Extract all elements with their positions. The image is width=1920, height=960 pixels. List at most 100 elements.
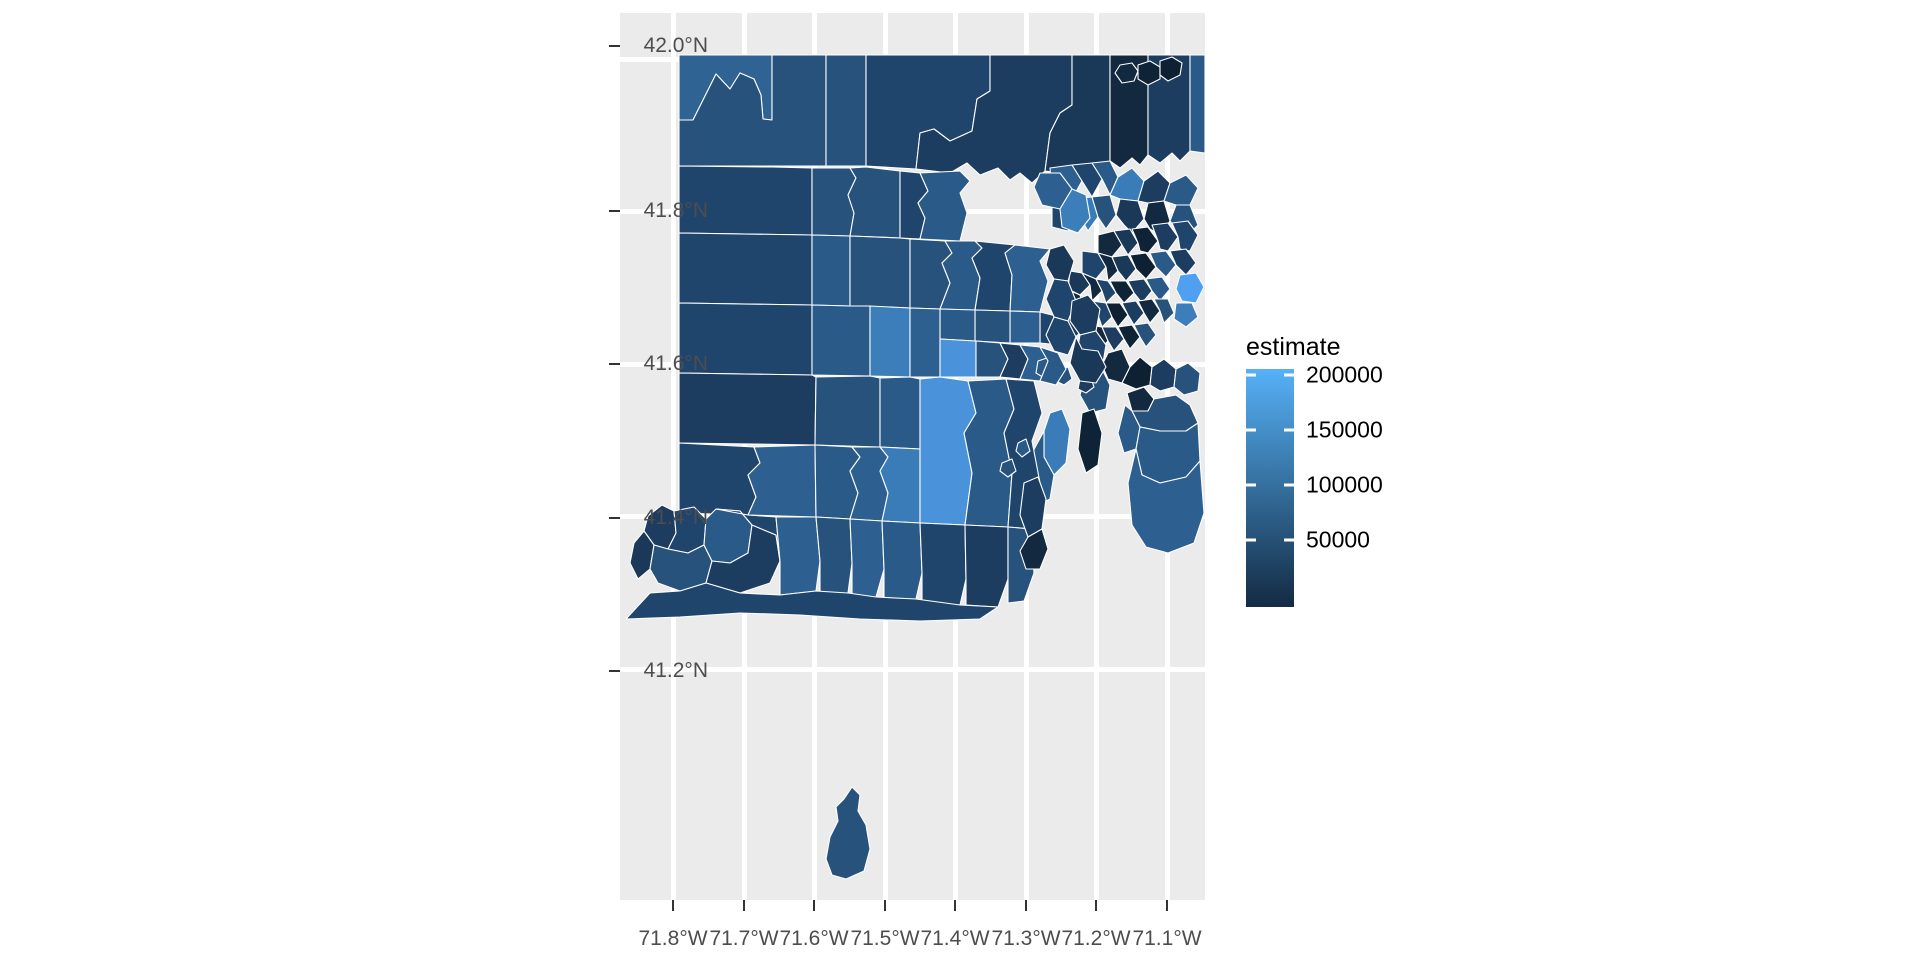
tract-polygon bbox=[1015, 438, 1031, 458]
tract-polygon bbox=[814, 375, 881, 448]
tract-polygon bbox=[1137, 298, 1161, 324]
x-axis-tick-label: 71.2°W bbox=[1061, 927, 1131, 950]
tract-polygon bbox=[1149, 250, 1177, 278]
tract-polygon bbox=[678, 372, 817, 446]
legend-tick-mark bbox=[1284, 373, 1294, 377]
y-axis-tick-mark bbox=[609, 670, 620, 672]
tract-polygon bbox=[811, 167, 857, 237]
tract-polygon bbox=[678, 442, 761, 516]
tract-polygon bbox=[678, 54, 827, 167]
x-axis-tick-mark bbox=[1095, 900, 1097, 911]
tract-polygon bbox=[1159, 56, 1183, 82]
tract-polygon bbox=[1153, 298, 1175, 324]
map-panel bbox=[620, 13, 1205, 900]
legend-tick-mark bbox=[1246, 538, 1256, 542]
legend-tick-mark bbox=[1246, 373, 1256, 377]
tract-polygon bbox=[1101, 326, 1125, 352]
choropleth-layer bbox=[625, 54, 1205, 880]
tract-polygon bbox=[625, 582, 999, 622]
tract-polygon bbox=[1173, 302, 1199, 328]
tract-polygon bbox=[1105, 302, 1129, 328]
tract-polygon bbox=[974, 309, 1011, 344]
tract-polygon bbox=[1019, 528, 1049, 570]
x-axis-tick-label: 71.1°W bbox=[1132, 927, 1202, 950]
y-axis-tick-mark bbox=[609, 517, 620, 519]
tract-polygon bbox=[811, 304, 871, 377]
tract-polygon bbox=[1097, 230, 1123, 258]
x-axis-tick-mark bbox=[1025, 900, 1027, 911]
tract-polygon bbox=[1091, 194, 1117, 230]
tract-polygon bbox=[1189, 54, 1205, 154]
x-axis-tick-label: 71.3°W bbox=[991, 927, 1061, 950]
y-axis-tick-mark bbox=[609, 45, 620, 47]
tract-polygon bbox=[1113, 228, 1139, 256]
legend-tick-label: 200000 bbox=[1306, 361, 1383, 388]
tract-polygon bbox=[1059, 188, 1091, 234]
tract-polygon bbox=[1169, 248, 1197, 276]
tract-polygon bbox=[1137, 60, 1161, 86]
tract-polygon bbox=[879, 376, 921, 450]
legend-colorbar-wrap: 200000 150000 100000 50000 bbox=[1246, 362, 1383, 607]
tract-polygon bbox=[849, 518, 885, 598]
y-axis-tick-label: 41.6°N bbox=[643, 352, 708, 375]
tract-polygon bbox=[1045, 316, 1077, 356]
legend-tick-mark bbox=[1246, 483, 1256, 487]
y-axis-tick-label: 41.2°N bbox=[643, 659, 708, 682]
x-axis-tick-mark bbox=[743, 900, 745, 911]
tract-polygon bbox=[1149, 358, 1177, 392]
tract-polygon bbox=[747, 444, 817, 518]
tract-polygon bbox=[869, 305, 911, 378]
legend-tick-label: 100000 bbox=[1306, 471, 1383, 498]
tract-polygon bbox=[917, 170, 971, 242]
legend-tick-mark bbox=[1284, 483, 1294, 487]
tract-polygon bbox=[939, 338, 977, 378]
tract-polygon bbox=[1069, 336, 1107, 384]
y-axis-tick-label: 41.4°N bbox=[643, 506, 708, 529]
tract-polygon bbox=[1009, 310, 1041, 344]
tract-polygon bbox=[1133, 322, 1157, 348]
x-axis-tick-label: 71.5°W bbox=[850, 927, 920, 950]
tract-polygon bbox=[847, 166, 901, 239]
gridline-vertical bbox=[671, 13, 676, 900]
tract-polygon bbox=[1171, 220, 1199, 252]
tract-polygon bbox=[849, 235, 911, 309]
tract-polygon bbox=[1039, 346, 1067, 386]
y-axis-tick-label: 41.8°N bbox=[643, 199, 708, 222]
tract-polygon bbox=[678, 232, 813, 306]
tract-polygon bbox=[909, 307, 941, 378]
tract-polygon bbox=[1117, 324, 1141, 350]
tract-polygon bbox=[1095, 278, 1117, 304]
x-axis-tick-label: 71.4°W bbox=[920, 927, 990, 950]
legend-tick-mark bbox=[1284, 428, 1294, 432]
tract-polygon bbox=[825, 786, 871, 880]
tract-polygon bbox=[825, 54, 867, 167]
tract-polygon bbox=[881, 520, 923, 602]
tract-polygon bbox=[964, 524, 1009, 608]
legend-colorbar bbox=[1246, 369, 1294, 607]
legend-title: estimate bbox=[1246, 333, 1341, 361]
tract-polygon bbox=[1045, 244, 1075, 282]
tract-polygon bbox=[999, 458, 1017, 478]
tract-polygon bbox=[1081, 250, 1107, 280]
x-axis-tick-label: 71.8°W bbox=[638, 927, 708, 950]
tract-polygon bbox=[775, 516, 821, 596]
tract-polygon bbox=[1109, 280, 1135, 304]
tract-polygon bbox=[1163, 174, 1199, 206]
x-axis-tick-mark bbox=[954, 900, 956, 911]
x-axis-tick-mark bbox=[672, 900, 674, 911]
y-axis-tick-mark bbox=[609, 210, 620, 212]
tract-polygon bbox=[1127, 448, 1205, 554]
tract-polygon bbox=[1077, 408, 1103, 474]
tract-polygon bbox=[811, 234, 851, 307]
legend-tick-mark bbox=[1246, 428, 1256, 432]
x-axis-tick-mark bbox=[1166, 900, 1168, 911]
y-axis-tick-label: 42.0°N bbox=[643, 34, 708, 57]
tract-polygon bbox=[1111, 254, 1137, 282]
tract-polygon bbox=[1004, 244, 1051, 313]
tract-polygon bbox=[1121, 300, 1145, 326]
tract-polygon bbox=[815, 516, 853, 598]
x-axis-tick-label: 71.6°W bbox=[779, 927, 849, 950]
tract-polygon bbox=[939, 308, 976, 342]
legend-tick-label: 150000 bbox=[1306, 416, 1383, 443]
